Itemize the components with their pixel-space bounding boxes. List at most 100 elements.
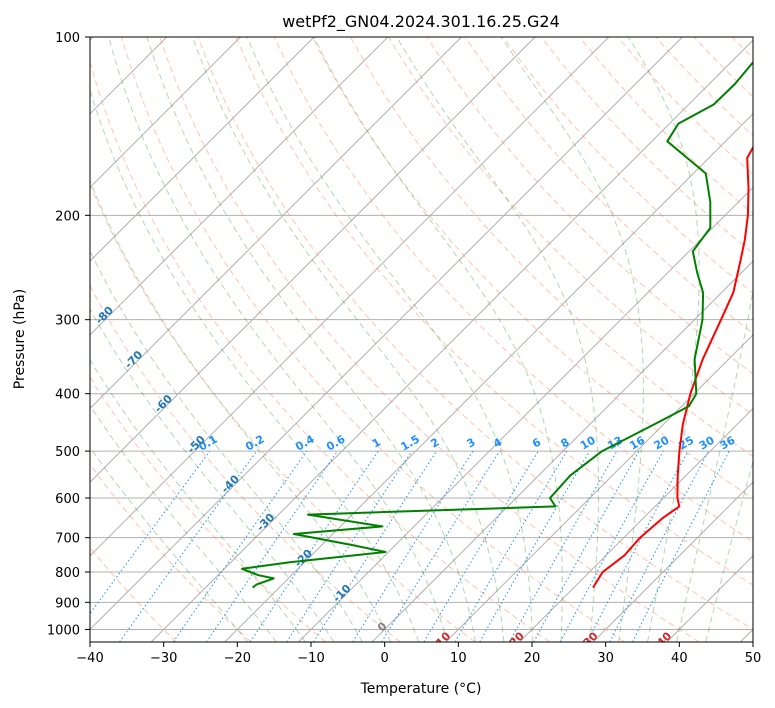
y-tick-label: 100 xyxy=(55,31,80,46)
mixing-ratio-line xyxy=(119,450,258,642)
isotherm-line xyxy=(90,37,389,336)
y-tick-label: 300 xyxy=(55,314,80,329)
moist-adiabat-line xyxy=(90,88,420,642)
mixing-ratio-line xyxy=(286,450,413,642)
dry-adiabat-line xyxy=(655,37,753,137)
y-tick-label: 600 xyxy=(55,492,80,507)
mixing-ratio-line xyxy=(172,450,308,642)
x-tick-label: −30 xyxy=(150,651,177,666)
mixing-ratio-line xyxy=(249,450,379,642)
y-tick-label: 1000 xyxy=(47,623,80,638)
temperature-profile-line xyxy=(592,145,753,589)
mixing-ratio-label: 10 xyxy=(578,433,598,452)
isotherm-line xyxy=(224,113,753,642)
isotherm-line xyxy=(90,37,315,262)
dry-adiabat-line xyxy=(388,37,753,416)
mixing-ratio-label: 13 xyxy=(605,434,625,453)
dry-adiabat-line xyxy=(197,37,753,630)
dry-adiabat-line xyxy=(121,37,625,642)
dry-adiabat-line xyxy=(311,37,753,500)
mixing-ratio-line xyxy=(559,450,664,642)
isotherm-line xyxy=(298,186,753,642)
isotherm-line xyxy=(371,260,753,642)
moist-adiabat-line xyxy=(676,287,753,642)
moist-adiabat-line xyxy=(90,308,335,642)
isotherm-label: 20 xyxy=(507,629,527,649)
isotherm-label: -90 xyxy=(68,254,91,277)
dry-adiabat-line xyxy=(90,284,401,642)
x-tick-label: 40 xyxy=(671,651,688,666)
mixing-ratio-line xyxy=(381,450,500,642)
mixing-ratio-label: 20 xyxy=(652,433,672,452)
isotherm-label: 30 xyxy=(581,629,601,649)
moist-adiabat-line xyxy=(246,37,533,642)
dewpoint-profile-line xyxy=(241,60,753,589)
isotherm-line xyxy=(150,39,753,642)
dry-adiabat-line xyxy=(541,37,753,254)
isotherm-label: -10 xyxy=(330,582,353,605)
isotherm-line xyxy=(666,555,753,642)
mixing-ratio-line xyxy=(352,450,474,642)
isotherm-line xyxy=(519,407,753,642)
moist-adiabat-line xyxy=(705,459,753,642)
moist-adiabat-line xyxy=(627,37,700,642)
y-tick-label: 500 xyxy=(55,445,80,460)
mixing-ratio-label: 1 xyxy=(370,436,383,451)
isotherm-label: -80 xyxy=(93,304,116,327)
moist-adiabat-line xyxy=(191,37,505,642)
mixing-ratio-line xyxy=(586,450,689,642)
moist-adiabat-line xyxy=(500,37,644,642)
dry-adiabat-line xyxy=(90,60,551,642)
dry-adiabat-line xyxy=(159,37,700,642)
isotherm-line xyxy=(445,334,753,642)
moist-adiabat-line xyxy=(396,37,599,642)
isotherm-line xyxy=(90,37,462,410)
moist-adiabat-line xyxy=(90,446,248,642)
dry-adiabat-line xyxy=(502,37,753,294)
isotherm-label: 10 xyxy=(433,629,453,649)
mixing-ratio-line xyxy=(533,450,640,642)
mixing-ratio-line xyxy=(90,450,211,615)
y-tick-label: 400 xyxy=(55,388,80,403)
y-tick-label: 700 xyxy=(55,532,80,547)
moist-adiabat-line xyxy=(146,37,476,642)
x-tick-label: 0 xyxy=(381,651,389,666)
isotherm-label: -20 xyxy=(292,547,315,570)
plot-frame xyxy=(89,36,754,643)
dry-adiabat-line xyxy=(90,376,327,642)
dry-adiabat-line xyxy=(235,37,753,586)
mixing-ratio-label: 8 xyxy=(559,436,572,451)
isotherm-line xyxy=(90,37,683,631)
isotherm-line xyxy=(90,37,610,557)
moist-adiabat-line xyxy=(108,37,448,642)
y-tick-label: 900 xyxy=(55,596,80,611)
chart-title: wetPf2_GN04.2024.301.16.25.G24 xyxy=(282,12,560,32)
moist-adiabat-line xyxy=(90,358,306,642)
x-tick-label: 20 xyxy=(524,651,541,666)
isotherm-line xyxy=(592,481,753,642)
isotherm-line xyxy=(740,628,753,642)
mixing-ratio-label: 30 xyxy=(697,433,717,452)
mixing-ratio-line xyxy=(632,450,730,642)
dry-adiabat-line xyxy=(693,37,753,98)
mixing-ratio-line xyxy=(423,450,539,642)
mixing-ratio-label: 36 xyxy=(718,433,738,452)
mixing-ratio-label: 6 xyxy=(530,435,543,450)
dry-adiabat-line xyxy=(90,463,252,642)
x-tick-label: −20 xyxy=(224,651,251,666)
x-tick-label: 50 xyxy=(745,651,762,666)
y-tick-label: 200 xyxy=(55,209,80,224)
mixing-ratio-label: 1.5 xyxy=(398,433,421,454)
mixing-ratio-line xyxy=(205,450,338,642)
isotherm-line xyxy=(90,37,241,189)
moist-adiabat-line xyxy=(90,179,391,642)
mixing-ratio-label: 0.4 xyxy=(293,432,317,453)
mixing-ratio-label: 0.6 xyxy=(324,432,348,453)
x-tick-label: 10 xyxy=(450,651,467,666)
dry-adiabat-line xyxy=(273,37,753,543)
moist-adiabat-line xyxy=(313,37,563,642)
mixing-ratio-line xyxy=(313,450,438,642)
isotherm-line xyxy=(90,37,536,483)
dry-adiabat-line xyxy=(770,37,775,642)
